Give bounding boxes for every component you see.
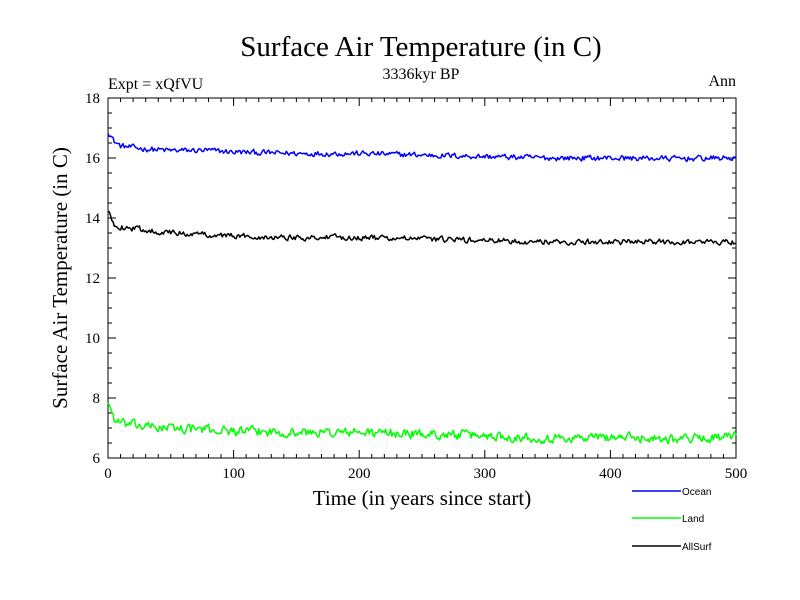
y-axis-label: Surface Air Temperature (in C) [48,147,72,409]
x-tick-label: 0 [104,466,112,482]
y-tick-label: 18 [85,91,100,107]
x-tick-label: 300 [474,466,497,482]
major-ticks [107,97,737,459]
x-tick-label: 200 [348,466,371,482]
minor-ticks [108,98,736,458]
series-line-land [107,402,737,445]
chart-subtitle: 3336kyr BP [383,66,460,83]
x-axis-label: Time (in years since start) [313,486,532,510]
y-tick-label: 6 [93,451,101,467]
series-lines [107,133,737,445]
chart-title: Surface Air Temperature (in C) [240,31,601,63]
x-tick-label: 500 [725,466,748,482]
y-tick-label: 16 [85,151,101,167]
y-tick-label: 14 [85,211,101,227]
legend-label-land: Land [682,514,704,525]
series-line-ocean [107,133,737,163]
y-tick-label: 8 [93,391,101,407]
legend-label-ocean: Ocean [682,487,711,498]
x-tick-label: 100 [222,466,245,482]
x-tick-label: 400 [599,466,622,482]
legend-label-allsurf: AllSurf [682,542,712,553]
experiment-label: Expt = xQfVU [108,76,204,93]
legend: Ocean Land AllSurf [632,487,712,553]
y-tick-labels: 6 8 10 12 14 16 18 [85,91,101,467]
season-label: Ann [708,73,736,90]
series-line-allsurf [107,210,737,246]
x-tick-labels: 0 100 200 300 400 500 [104,466,747,482]
y-tick-label: 12 [85,271,100,287]
y-tick-label: 10 [85,331,100,347]
